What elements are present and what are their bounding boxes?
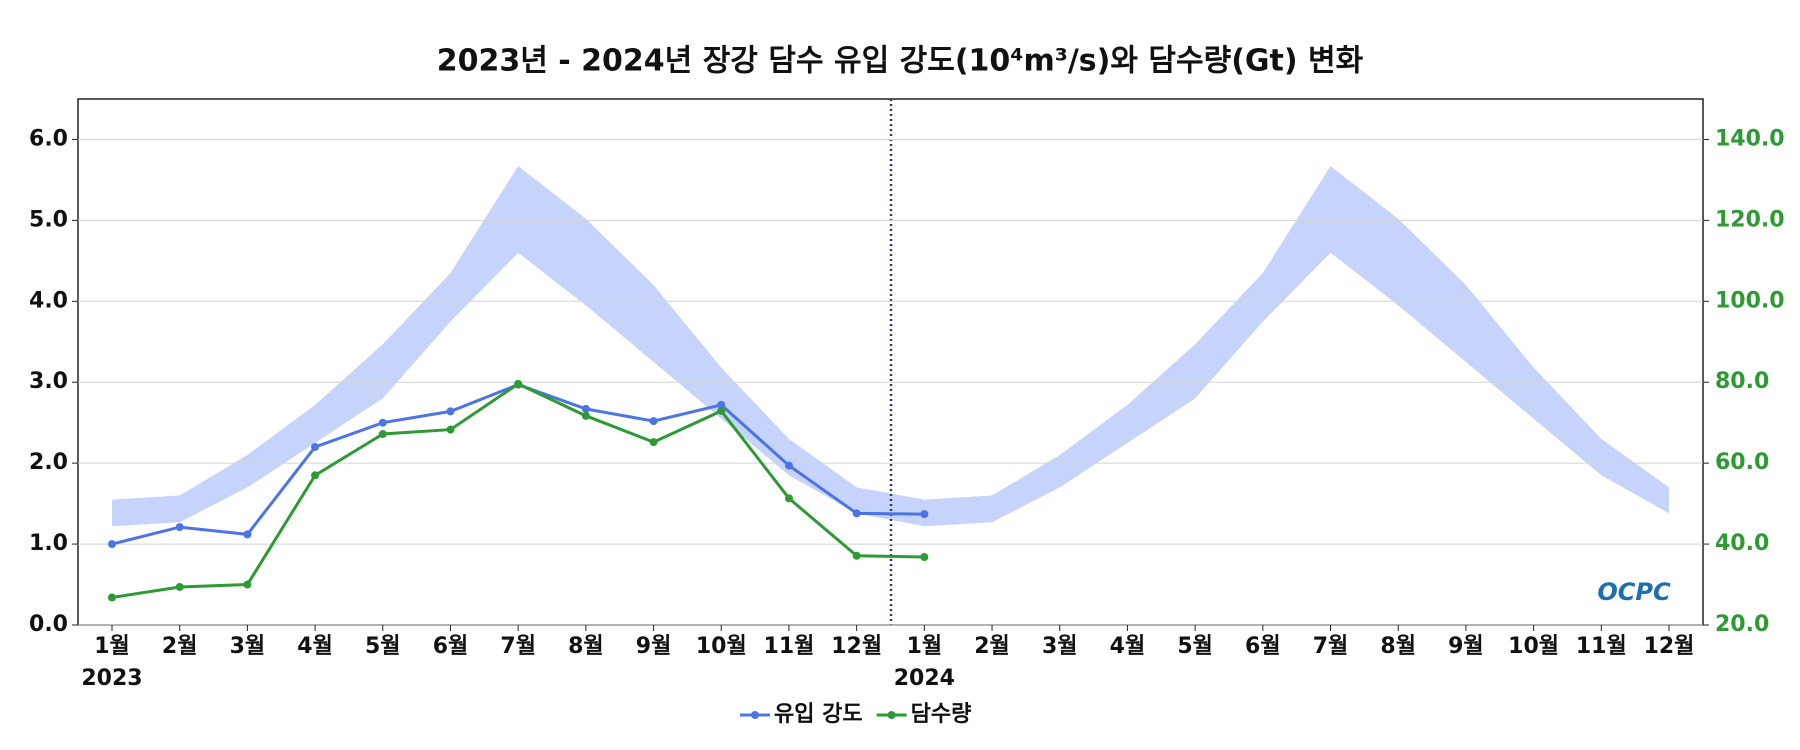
y-tick-label: 0.0 (29, 612, 68, 637)
x-year-label: 2024 (894, 666, 955, 691)
series-point (920, 553, 929, 562)
series-point (243, 530, 252, 539)
series-point (378, 418, 387, 427)
series-point (649, 438, 658, 447)
series-point (175, 523, 184, 532)
x-tick-label: 2월 (974, 634, 1010, 659)
x-tick-label: 5월 (365, 634, 401, 659)
x-tick-label: 3월 (230, 634, 266, 659)
x-tick-label: 4월 (297, 634, 333, 659)
y-tick-label: 5.0 (29, 207, 68, 232)
x-tick-label: 8월 (568, 634, 604, 659)
series-point (243, 580, 252, 589)
y-tick-label: 2.0 (29, 450, 68, 475)
y-tick-label: 6.0 (29, 126, 68, 151)
logo: OCPC (1597, 578, 1671, 606)
plot-frame (77, 98, 1704, 626)
x-tick-label: 1월 (907, 634, 943, 659)
x-tick-label: 1월 (94, 634, 130, 659)
x-tick-label: 6월 (433, 634, 469, 659)
x-tick-label: 2월 (162, 634, 198, 659)
x-tick-label: 4월 (1110, 634, 1146, 659)
x-tick-label: 5월 (1177, 634, 1213, 659)
chart-title: 2023년 - 2024년 장강 담수 유입 강도(10⁴m³/s)와 담수량(… (437, 44, 1364, 79)
x-tick-label: 9월 (636, 634, 672, 659)
series-point (784, 461, 793, 470)
x-tick-label: 9월 (1448, 634, 1484, 659)
x-tick-label: 7월 (500, 634, 536, 659)
series-point (378, 430, 387, 439)
series-point (852, 551, 861, 560)
series-point (717, 406, 726, 415)
series-point (581, 404, 590, 413)
x-tick-label: 3월 (1042, 634, 1078, 659)
x-tick-label: 11월 (1576, 634, 1627, 659)
series-point (649, 417, 658, 426)
x-tick-label: 10월 (696, 634, 747, 659)
x-tick-label: 7월 (1313, 634, 1349, 659)
series-point (108, 540, 116, 549)
x-tick-label: 10월 (1508, 634, 1559, 659)
x-tick-label: 8월 (1380, 634, 1416, 659)
series-point (717, 400, 726, 409)
x-tick-label: 12월 (831, 634, 882, 659)
series-point (446, 407, 455, 416)
range-band (112, 166, 1669, 527)
legend-label: 담수량 (911, 702, 972, 727)
legend-label: 유입 강도 (774, 702, 863, 727)
series-point (514, 379, 523, 388)
y2-tick-label: 140.0 (1715, 126, 1785, 151)
y-tick-label: 3.0 (29, 369, 68, 394)
x-tick-label: 11월 (764, 634, 815, 659)
series-point (920, 510, 929, 519)
y-tick-label: 1.0 (29, 531, 68, 556)
y2-tick-label: 40.0 (1715, 531, 1769, 556)
series-point (446, 425, 455, 434)
series-point (311, 471, 320, 480)
y2-tick-label: 60.0 (1715, 450, 1769, 475)
x-tick-label: 6월 (1245, 634, 1281, 659)
y2-tick-label: 120.0 (1715, 207, 1785, 232)
series-point (581, 411, 590, 420)
x-tick-label: 12월 (1644, 634, 1695, 659)
y2-tick-label: 100.0 (1715, 288, 1785, 313)
y2-tick-label: 80.0 (1715, 369, 1769, 394)
y-tick-label: 4.0 (29, 288, 68, 313)
series-point (108, 593, 116, 602)
series-point (175, 582, 184, 591)
legend-swatch-dot (887, 711, 896, 719)
series-point (311, 442, 320, 451)
series-point (784, 494, 793, 503)
legend-swatch-dot (751, 711, 759, 719)
series-point (852, 509, 861, 518)
x-year-label: 2023 (81, 666, 142, 691)
y2-tick-label: 20.0 (1715, 612, 1769, 637)
